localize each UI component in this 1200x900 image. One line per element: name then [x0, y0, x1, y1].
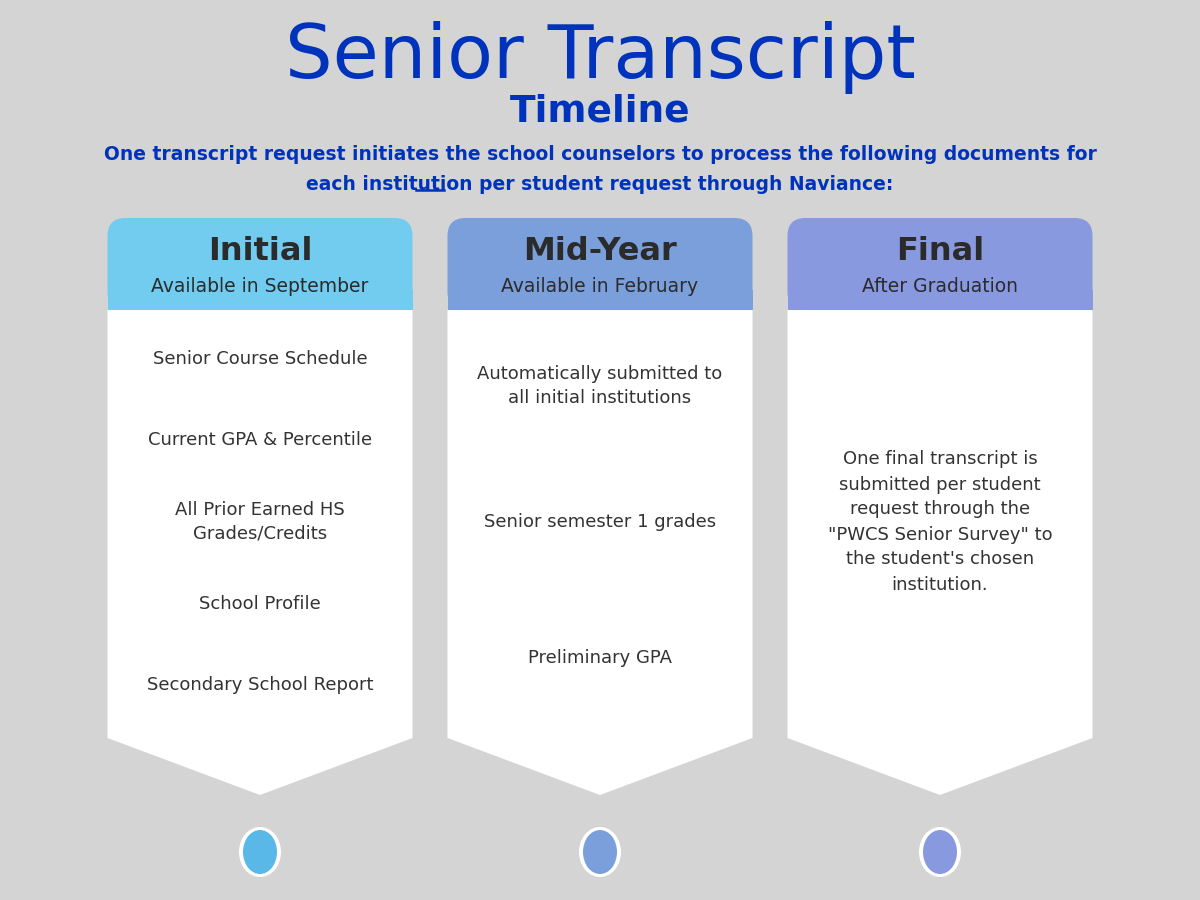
Polygon shape: [108, 310, 413, 795]
Text: Automatically submitted to
all initial institutions: Automatically submitted to all initial i…: [478, 365, 722, 407]
Text: Secondary School Report: Secondary School Report: [146, 676, 373, 694]
Text: Mid-Year: Mid-Year: [523, 237, 677, 267]
Polygon shape: [108, 290, 413, 310]
Text: After Graduation: After Graduation: [862, 276, 1018, 295]
Text: All Prior Earned HS
Grades/Credits: All Prior Earned HS Grades/Credits: [175, 501, 344, 543]
Text: Final: Final: [896, 237, 984, 267]
Text: Available in February: Available in February: [502, 276, 698, 295]
Text: One final transcript is
submitted per student
request through the
"PWCS Senior S: One final transcript is submitted per st…: [828, 451, 1052, 593]
Text: Senior Course Schedule: Senior Course Schedule: [152, 350, 367, 368]
Text: One transcript request initiates the school counselors to process the following : One transcript request initiates the sch…: [103, 146, 1097, 165]
Polygon shape: [787, 290, 1092, 310]
Ellipse shape: [244, 830, 277, 874]
Text: Senior semester 1 grades: Senior semester 1 grades: [484, 513, 716, 531]
Text: Senior Transcript: Senior Transcript: [284, 22, 916, 94]
Text: Initial: Initial: [208, 237, 312, 267]
Polygon shape: [787, 310, 1092, 795]
Polygon shape: [448, 310, 752, 795]
Polygon shape: [448, 290, 752, 310]
FancyBboxPatch shape: [448, 218, 752, 310]
Text: each institution per student request through Naviance:: each institution per student request thr…: [306, 176, 894, 194]
Ellipse shape: [583, 830, 617, 874]
Text: Preliminary GPA: Preliminary GPA: [528, 649, 672, 667]
Ellipse shape: [919, 827, 961, 877]
Ellipse shape: [923, 830, 958, 874]
Text: Timeline: Timeline: [510, 94, 690, 130]
Ellipse shape: [580, 827, 622, 877]
Text: School Profile: School Profile: [199, 595, 320, 613]
FancyBboxPatch shape: [787, 218, 1092, 310]
Ellipse shape: [239, 827, 281, 877]
Text: Available in September: Available in September: [151, 276, 368, 295]
Text: Current GPA & Percentile: Current GPA & Percentile: [148, 431, 372, 449]
FancyBboxPatch shape: [108, 218, 413, 310]
